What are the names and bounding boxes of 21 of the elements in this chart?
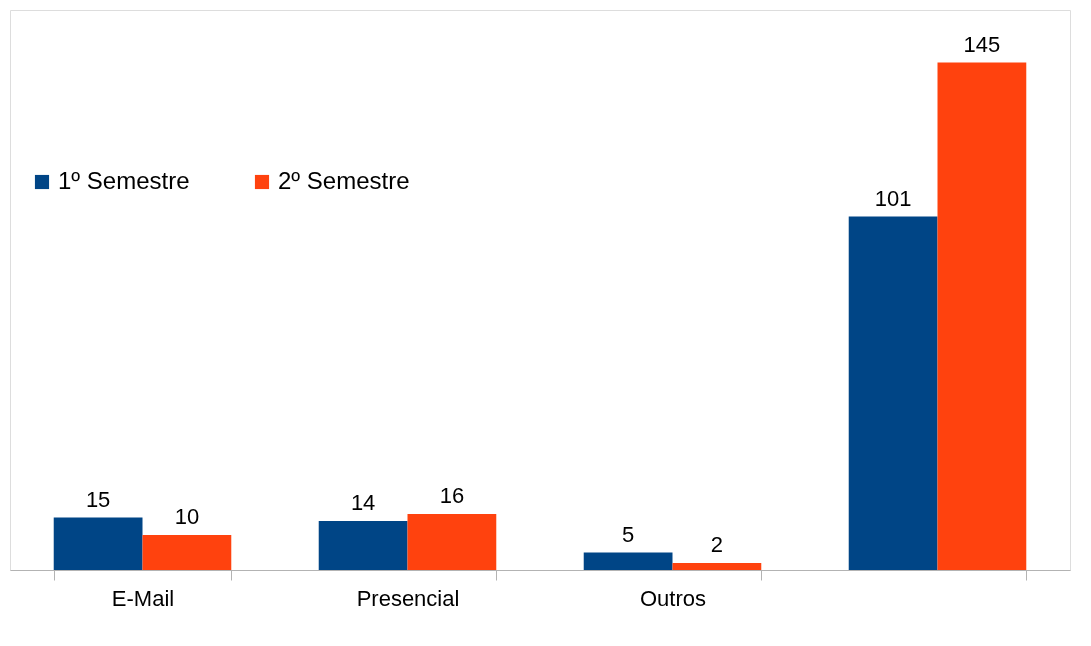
data-label: 101 <box>874 185 912 211</box>
bar <box>848 216 938 570</box>
data-label: 2 <box>710 532 724 557</box>
legend-label: 1º Semestre <box>58 167 190 194</box>
data-label: 16 <box>439 483 465 508</box>
bar <box>318 521 408 570</box>
bar <box>407 514 497 570</box>
legend-label: 2º Semestre <box>278 167 410 194</box>
x-tick-label: E-Mail <box>111 585 175 611</box>
data-label: 145 <box>963 31 1001 57</box>
bar <box>937 62 1027 570</box>
data-label: 15 <box>85 486 111 512</box>
data-label: 14 <box>350 490 376 515</box>
data-label: 10 <box>174 504 200 529</box>
data-label: 5 <box>621 521 635 547</box>
x-tick-label: Presencial <box>356 585 460 611</box>
bar <box>583 552 673 570</box>
x-tick-label: Outros <box>639 585 707 611</box>
bar <box>142 535 232 570</box>
bar <box>53 517 143 570</box>
bar <box>672 563 762 570</box>
